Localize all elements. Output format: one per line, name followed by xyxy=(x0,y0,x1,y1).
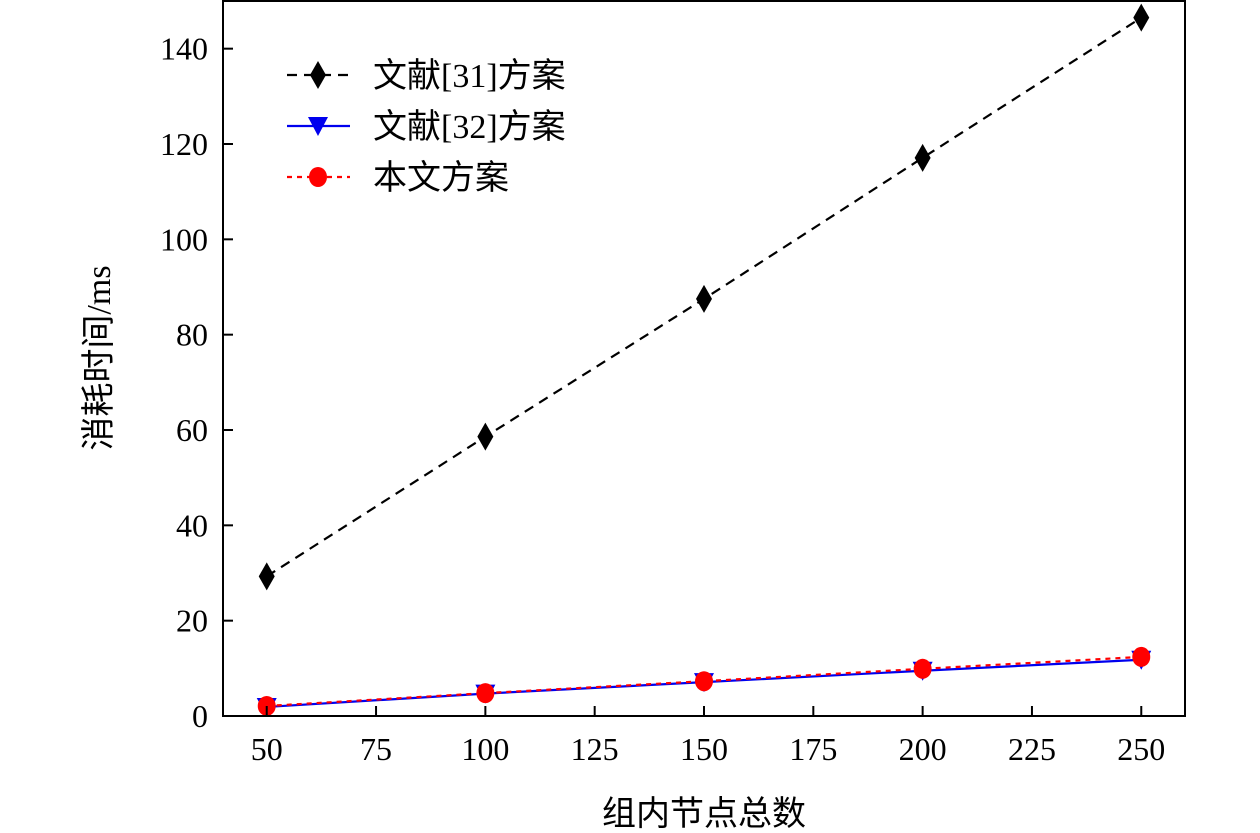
data-point xyxy=(258,562,275,591)
legend-label: 文献[31]方案 xyxy=(373,57,566,95)
data-point xyxy=(476,683,495,704)
y-tick-label: 80 xyxy=(176,317,208,353)
y-tick-label: 60 xyxy=(176,412,208,448)
x-tick-label: 50 xyxy=(251,731,283,767)
data-point xyxy=(695,671,713,692)
data-point xyxy=(257,695,276,716)
data-point xyxy=(1133,3,1150,32)
legend-marker xyxy=(308,117,328,136)
plot-frame xyxy=(222,0,1186,717)
legend-entry: 文献[32]方案 xyxy=(287,108,566,146)
x-tick-label: 75 xyxy=(360,731,392,767)
legend-label: 本文方案 xyxy=(373,159,509,197)
y-tick-label: 20 xyxy=(176,603,208,639)
data-point xyxy=(914,143,931,172)
x-tick-label: 200 xyxy=(899,731,947,767)
x-tick-label: 250 xyxy=(1117,731,1165,767)
legend-label: 文献[32]方案 xyxy=(373,108,566,146)
x-tick-label: 175 xyxy=(789,731,837,767)
data-point xyxy=(1132,646,1151,667)
data-point xyxy=(477,422,494,451)
y-tick-label: 0 xyxy=(192,698,208,734)
legend-marker xyxy=(309,167,327,187)
y-tick-label: 100 xyxy=(160,221,208,257)
x-tick-label: 125 xyxy=(571,731,619,767)
y-tick-label: 40 xyxy=(176,507,208,543)
data-point xyxy=(913,658,932,679)
y-tick-label: 120 xyxy=(160,126,208,162)
x-tick-label: 150 xyxy=(680,731,728,767)
data-point xyxy=(696,284,712,313)
x-tick-label: 100 xyxy=(461,731,509,767)
legend-entry: 文献[31]方案 xyxy=(287,57,566,95)
x-tick-label: 225 xyxy=(1008,731,1056,767)
legend-marker xyxy=(310,61,326,89)
series-2 xyxy=(257,646,1151,716)
legend-entry: 本文方案 xyxy=(287,159,509,197)
series-0 xyxy=(258,3,1150,591)
x-axis-label: 组内节点总数 xyxy=(602,795,806,833)
y-axis-label: 消耗时间/ms xyxy=(80,265,118,450)
y-tick-label: 140 xyxy=(160,31,208,67)
